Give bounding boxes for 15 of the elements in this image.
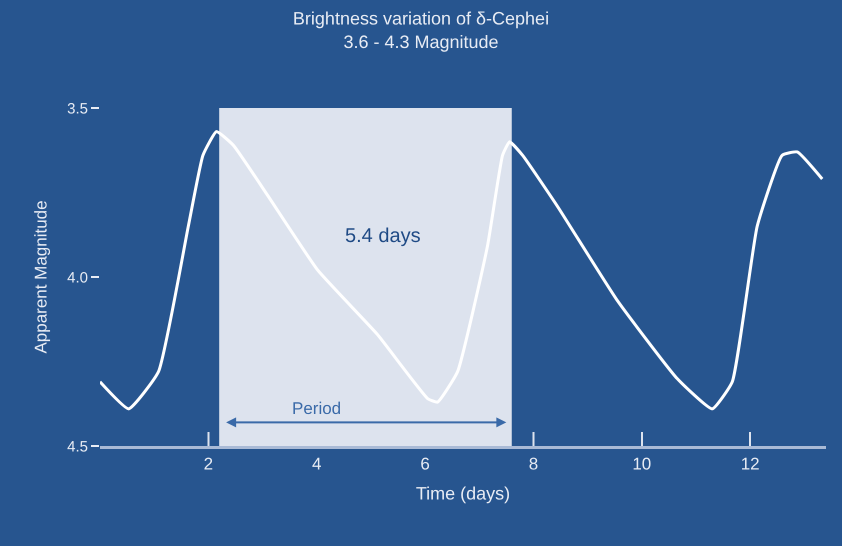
x-tick-label: 4: [312, 454, 322, 474]
y-tick-label: 3.5: [67, 100, 88, 118]
chart-subtitle: 3.6 - 4.3 Magnitude: [343, 32, 499, 52]
x-tick-label: 2: [204, 454, 214, 474]
y-axis-title: Apparent Magnitude: [32, 200, 51, 354]
x-tick-label: 8: [528, 454, 538, 474]
y-tick-label: 4.5: [67, 438, 88, 456]
x-tick-label: 6: [420, 454, 430, 474]
y-tick-label: 4.0: [67, 269, 88, 286]
x-axis-title: Time (days): [416, 484, 510, 504]
annotation: 5.4 days: [345, 225, 421, 247]
chart-title: Brightness variation of δ-Cephei: [292, 8, 550, 29]
x-tick-label: 12: [740, 454, 760, 474]
x-tick-label: 10: [632, 454, 652, 474]
band-label: Period: [292, 399, 342, 418]
